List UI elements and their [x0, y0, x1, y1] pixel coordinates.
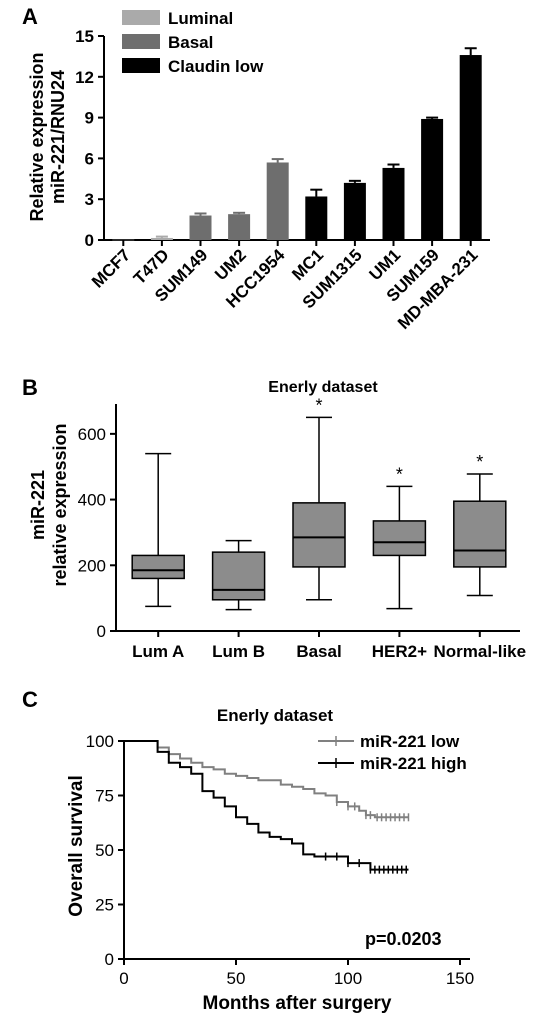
box-plot-panel-b: Enerly dataset miR-221 relative expressi… [28, 379, 526, 661]
chart-title: Enerly dataset [268, 379, 378, 396]
y-axis-label-line1: miR-221 [28, 470, 48, 540]
y-tick-label: 0 [85, 231, 94, 250]
chart-title: Enerly dataset [217, 706, 334, 725]
x-tick-label: Lum A [132, 642, 184, 661]
y-axis-label-line1: Relative expression [27, 52, 47, 221]
x-tick-label: 150 [446, 969, 474, 988]
panel-label-b: B [22, 375, 38, 400]
y-tick-label: 6 [85, 149, 94, 168]
bar [382, 167, 405, 240]
survival-curve-high [124, 740, 409, 871]
y-tick-label: 400 [78, 491, 106, 510]
legend-swatch [122, 58, 160, 73]
legend-label: Luminal [168, 9, 233, 28]
bar [459, 55, 482, 240]
box [211, 551, 266, 601]
y-tick-label: 75 [95, 787, 114, 806]
significance-star: * [396, 464, 403, 484]
legend-label: miR-221 low [360, 732, 460, 751]
y-tick-label: 15 [75, 27, 94, 46]
p-value-annotation: p=0.0203 [365, 929, 442, 949]
x-tick-label: HER2+ [372, 642, 427, 661]
box [292, 502, 346, 568]
y-tick-label: 9 [85, 109, 94, 128]
y-tick-label: 50 [95, 841, 114, 860]
x-tick-label: 100 [334, 969, 362, 988]
significance-star: * [476, 452, 483, 472]
bar [150, 237, 173, 240]
box [372, 520, 427, 557]
y-tick-label: 12 [75, 68, 94, 87]
x-tick-label: 0 [119, 969, 128, 988]
box [131, 554, 185, 580]
bar [189, 215, 212, 240]
y-tick-label: 0 [97, 622, 106, 641]
y-axis-label-line2: relative expression [50, 423, 70, 586]
y-axis-label-line2: miR-221/RNU24 [48, 70, 68, 204]
legend-swatch [122, 10, 160, 25]
x-axis-label: Months after surgery [203, 993, 392, 1014]
panel-label-c: C [22, 687, 38, 712]
y-tick-label: 600 [78, 425, 106, 444]
bar [421, 118, 444, 240]
legend-label: miR-221 high [360, 754, 467, 773]
significance-star: * [315, 395, 322, 415]
bar [112, 239, 135, 241]
x-tick-label: Lum B [212, 642, 265, 661]
y-axis-label: Overall survival [66, 775, 87, 917]
survival-chart-panel-c: Enerly dataset Overall survival Months a… [66, 706, 474, 1014]
y-tick-label: 0 [105, 950, 114, 969]
y-tick-label: 200 [78, 556, 106, 575]
x-tick-label: Basal [296, 642, 341, 661]
legend-label: Claudin low [168, 57, 264, 76]
box [453, 500, 507, 568]
bar-chart-panel-a: Relative expression miR-221/RNU24 0 3 6 9 12… [27, 9, 490, 333]
y-tick-label: 3 [85, 190, 94, 209]
bar [343, 182, 366, 240]
legend-label: Basal [168, 33, 213, 52]
x-tick-label: 50 [227, 969, 246, 988]
y-tick-label: 25 [95, 896, 114, 915]
panel-label-a: A [22, 4, 38, 29]
bar [305, 196, 328, 240]
x-tick-label: MCF7 [88, 245, 134, 291]
y-tick-label: 100 [86, 732, 114, 751]
bar [228, 214, 251, 240]
bar [266, 162, 289, 240]
legend-swatch [122, 34, 160, 49]
x-tick-label: Normal-like [434, 642, 527, 661]
